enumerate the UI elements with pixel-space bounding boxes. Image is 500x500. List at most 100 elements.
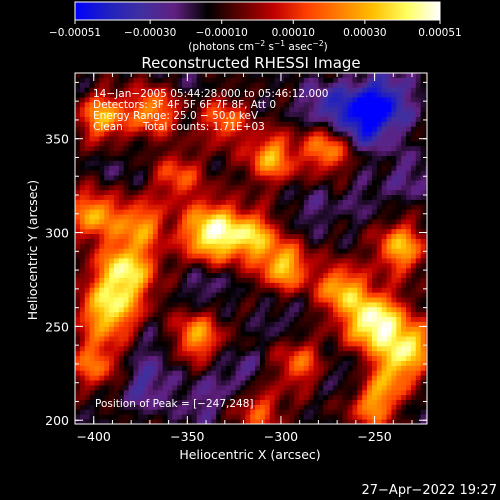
heatmap-cell [396, 97, 402, 103]
heatmap-cell [240, 267, 246, 274]
heatmap-cell [206, 199, 212, 205]
heatmap-cell [337, 399, 344, 405]
heatmap-cell [84, 414, 91, 420]
heatmap-cell [386, 111, 392, 117]
heatmap-cell [186, 365, 193, 371]
heatmap-cell [294, 189, 300, 196]
heatmap-cell [172, 131, 178, 137]
heatmap-cell [357, 331, 363, 337]
heatmap-cell [157, 345, 164, 352]
heatmap-cell [328, 97, 334, 103]
heatmap-cell [362, 272, 368, 278]
heatmap-cell [401, 306, 407, 313]
heatmap-cell [89, 199, 95, 205]
heatmap-cell [157, 316, 164, 322]
heatmap-cell [313, 419, 319, 424]
heatmap-cell [99, 331, 105, 337]
heatmap-cell [410, 306, 417, 313]
heatmap-cell [289, 253, 295, 259]
heatmap-cell [425, 150, 427, 156]
heatmap-cell [352, 341, 358, 347]
heatmap-cell [250, 209, 256, 215]
heatmap-cell [89, 375, 95, 381]
heatmap-cell [172, 248, 178, 254]
heatmap-cell [225, 375, 232, 381]
heatmap-cell [99, 350, 105, 357]
heatmap-cell [221, 384, 227, 391]
heatmap-cell [420, 394, 426, 400]
heatmap-cell [367, 160, 373, 166]
heatmap-cell [333, 223, 339, 230]
heatmap-cell [186, 414, 193, 420]
heatmap-cell [196, 419, 202, 424]
heatmap-cell [75, 199, 81, 205]
heatmap-cell [191, 116, 198, 122]
heatmap-cell [376, 306, 383, 313]
heatmap-cell [123, 389, 129, 396]
heatmap-cell [221, 140, 227, 147]
heatmap-cell [362, 306, 368, 313]
heatmap-cell [347, 414, 353, 420]
heatmap-cell [162, 326, 168, 332]
heatmap-cell [75, 140, 81, 147]
heatmap-cell [386, 136, 392, 142]
heatmap-cell [157, 262, 164, 269]
heatmap-cell [357, 267, 363, 274]
heatmap-cell [152, 355, 159, 361]
heatmap-cell [371, 126, 378, 132]
heatmap-cell [352, 223, 358, 230]
heatmap-cell [206, 409, 212, 415]
heatmap-cell [376, 184, 383, 191]
heatmap-cell [303, 272, 310, 278]
heatmap-cell [269, 101, 275, 108]
heatmap-cell [148, 375, 154, 381]
heatmap-cell [250, 389, 256, 396]
heatmap-cell [211, 326, 217, 332]
heatmap-cell [109, 262, 115, 269]
heatmap-cell [381, 204, 387, 210]
heatmap-cell [362, 233, 368, 239]
heatmap-cell [298, 316, 305, 322]
heatmap-cell [162, 272, 168, 278]
heatmap-cell [318, 131, 324, 137]
heatmap-cell [376, 326, 383, 332]
heatmap-cell [420, 238, 426, 244]
heatmap-cell [138, 243, 144, 249]
colorbar-tick-label: −0.00030 [124, 27, 176, 39]
heatmap-cell [279, 336, 285, 342]
heatmap-cell [401, 116, 407, 122]
heatmap-cell [148, 219, 154, 225]
heatmap-cell [94, 140, 100, 147]
heatmap-cell [410, 92, 417, 98]
heatmap-cell [386, 272, 392, 278]
heatmap-cell [201, 292, 207, 298]
heatmap-cell [357, 306, 363, 313]
heatmap-cell [420, 409, 426, 415]
heatmap-cell [157, 175, 164, 181]
heatmap-cell [352, 121, 358, 127]
heatmap-cell [99, 375, 105, 381]
heatmap-cell [406, 238, 412, 244]
heatmap-cell [182, 126, 188, 132]
heatmap-cell [318, 277, 324, 283]
heatmap-cell [148, 297, 154, 303]
heatmap-cell [279, 170, 285, 176]
heatmap-cell [420, 292, 426, 298]
heatmap-cell [167, 355, 173, 361]
heatmap-cell [308, 175, 314, 181]
heatmap-cell [357, 297, 363, 303]
heatmap-cell [123, 267, 129, 274]
heatmap-cell [425, 365, 427, 371]
heatmap-cell [157, 272, 164, 278]
heatmap-cell [138, 126, 144, 132]
heatmap-cell [337, 380, 344, 386]
heatmap-cell [162, 101, 168, 108]
heatmap-cell [123, 336, 129, 342]
heatmap-cell [109, 287, 115, 293]
heatmap-cell [245, 219, 251, 225]
heatmap-cell [269, 360, 275, 366]
heatmap-cell [308, 277, 314, 283]
heatmap-cell [148, 175, 154, 181]
heatmap-cell [347, 121, 353, 127]
heatmap-cell [152, 267, 159, 274]
